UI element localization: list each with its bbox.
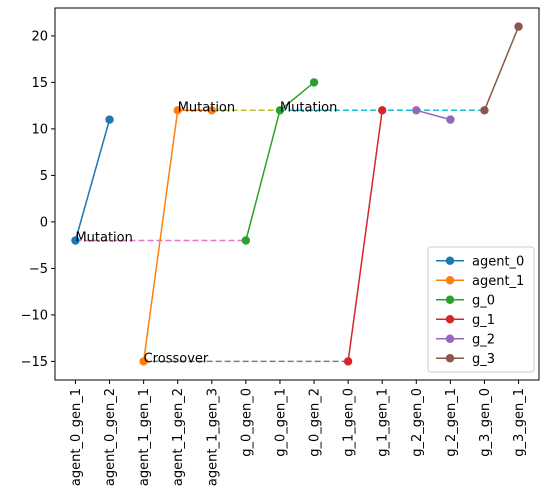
- data-point-g_0-2: [309, 78, 319, 87]
- x-tick-label: agent_1_gen_2: [171, 388, 186, 486]
- legend-box: [427, 246, 535, 373]
- annotation-1: Crossover: [144, 351, 209, 366]
- x-tick-label: agent_0_gen_2: [103, 388, 118, 486]
- x-tick-label: agent_1_gen_3: [205, 388, 220, 486]
- y-tick-label: −10: [21, 308, 48, 323]
- data-point-g_0-0: [241, 236, 251, 245]
- plot-frame: [54, 7, 540, 381]
- series-line-agent_0: [74, 119, 111, 241]
- series-g_1: [343, 106, 387, 366]
- legend-label: g_3: [472, 352, 495, 367]
- y-tick-label: 0: [40, 215, 48, 230]
- data-point-agent_0-1: [105, 115, 114, 124]
- series-g_2: [412, 106, 455, 124]
- legend-label: g_1: [472, 313, 495, 328]
- legend-label: g_0: [472, 293, 495, 308]
- legend-item-agent_1: agent_1: [436, 274, 524, 289]
- data-point-g_3-1: [514, 22, 523, 31]
- x-tick-label: g_0_gen_2: [308, 388, 323, 457]
- data-point-agent_1-0: [139, 357, 148, 366]
- annotations: Mutation Crossover Mutation Mutation: [75, 100, 337, 366]
- x-tick-label: agent_1_gen_1: [137, 388, 152, 486]
- data-point-g_3-0: [480, 106, 489, 115]
- y-tick-label: 10: [31, 122, 48, 137]
- series-line-g_3: [483, 26, 520, 111]
- connection-lines: [75, 109, 485, 363]
- y-tick-label: 15: [31, 76, 48, 91]
- annotation-0: Mutation: [75, 231, 132, 246]
- series-agent_0: [71, 115, 114, 245]
- legend-item-g_2: g_2: [436, 332, 495, 347]
- x-tick-label: agent_0_gen_1: [69, 388, 84, 486]
- series-g_3: [480, 22, 523, 115]
- legend-swatch-marker: [445, 256, 455, 265]
- legend: agent_0 agent_1 g_0 g_1 g_2 g_3: [427, 246, 535, 373]
- series-lines: [71, 22, 523, 366]
- x-tick-label: g_3_gen_0: [478, 388, 493, 457]
- data-point-agent_1-2: [207, 106, 216, 115]
- series-g_0: [241, 78, 319, 245]
- series-agent_1: [139, 106, 216, 366]
- x-tick-label: g_3_gen_1: [512, 388, 527, 457]
- x-tick-label: g_2_gen_0: [410, 388, 425, 457]
- legend-swatch-marker: [445, 334, 455, 343]
- annotation-2: Mutation: [178, 100, 235, 115]
- data-point-agent_1-1: [173, 106, 182, 115]
- series-line-g_2: [416, 109, 451, 121]
- y-tick-label: −15: [21, 355, 48, 370]
- legend-label: agent_0: [472, 254, 524, 269]
- x-tick-label: g_1_gen_1: [376, 388, 391, 457]
- legend-item-agent_0: agent_0: [436, 254, 524, 269]
- legend-swatch-marker: [445, 315, 455, 324]
- data-point-g_1-0: [343, 357, 353, 366]
- legend-label: agent_1: [472, 274, 524, 289]
- x-tick-label: g_0_gen_1: [273, 388, 288, 457]
- data-point-g_0-1: [275, 106, 285, 115]
- y-tick-label: 20: [31, 29, 48, 44]
- y-tick-label: 5: [40, 169, 48, 184]
- data-point-g_1-1: [378, 106, 387, 115]
- series-line-g_1: [347, 110, 383, 362]
- legend-item-g_3: g_3: [436, 352, 495, 367]
- x-tick-label: g_0_gen_0: [239, 388, 254, 457]
- annotation-3: Mutation: [280, 100, 337, 115]
- legend-item-g_0: g_0: [436, 293, 495, 308]
- legend-swatch-marker: [445, 295, 455, 304]
- y-tick-label: −5: [29, 262, 48, 277]
- legend-swatch-marker: [445, 276, 455, 285]
- data-point-agent_0-0: [71, 236, 80, 245]
- legend-item-g_1: g_1: [436, 313, 495, 328]
- legend-label: g_2: [472, 332, 495, 347]
- data-point-g_2-0: [412, 106, 421, 115]
- axes: −15 −10 −5 0 5 10 15 20 agent_0_gen_1 agent_0_gen…: [21, 7, 540, 486]
- x-tick-label: g_1_gen_0: [342, 388, 357, 457]
- x-tick-label: g_2_gen_1: [444, 388, 459, 457]
- series-line-agent_1: [142, 109, 212, 362]
- data-point-g_2-1: [446, 115, 455, 124]
- legend-swatch-marker: [445, 354, 455, 363]
